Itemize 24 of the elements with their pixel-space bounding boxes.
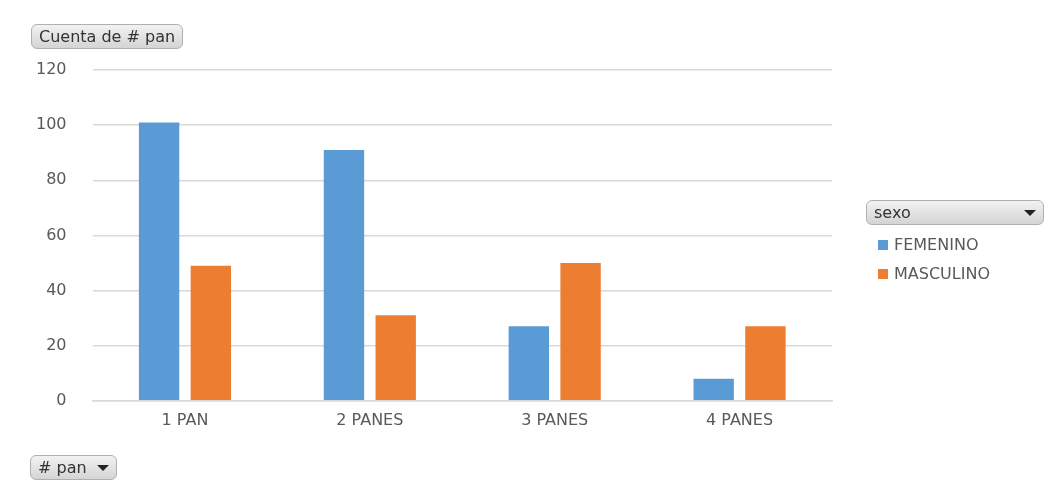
- legend-label: FEMENINO: [894, 235, 979, 254]
- legend-label: MASCULINO: [894, 264, 990, 283]
- y-tick-label: 120: [35, 59, 67, 79]
- bar: [190, 265, 232, 401]
- bar: [138, 122, 180, 401]
- chart-title: Cuenta de # pan: [39, 27, 176, 46]
- x-tick-label: 2 PANES: [336, 409, 404, 429]
- bar: [508, 326, 550, 401]
- y-tick-label: 20: [46, 334, 67, 354]
- legend-title: sexo: [874, 203, 911, 222]
- bar: [323, 149, 365, 401]
- x-tick-label: 4 PANES: [706, 409, 774, 429]
- bar: [560, 262, 601, 401]
- y-tick-label: 60: [46, 224, 67, 244]
- y-tick-label: 40: [46, 279, 67, 299]
- y-tick-label: 0: [56, 389, 67, 409]
- x-tick-label: 3 PANES: [521, 409, 589, 429]
- y-tick-label: 100: [35, 114, 67, 134]
- x-axis-title: # pan: [38, 458, 87, 477]
- bar: [375, 315, 416, 401]
- y-tick-label: 80: [46, 169, 67, 189]
- bar: [693, 378, 734, 401]
- x-tick-label: 1 PAN: [161, 409, 209, 429]
- bar: [745, 326, 786, 401]
